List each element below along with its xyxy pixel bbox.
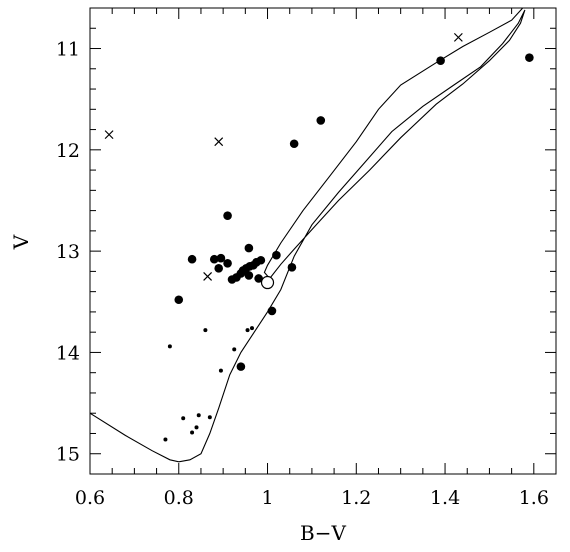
data-point-large (287, 263, 297, 272)
data-point-small (207, 415, 212, 420)
data-point-large (254, 274, 263, 283)
data-point-small (203, 328, 208, 333)
y-axis-label: V (9, 234, 33, 250)
data-point-large (436, 56, 445, 65)
y-tick-label: 11 (56, 39, 80, 61)
x-axis-label: B−V (300, 521, 346, 545)
data-point-small (196, 413, 201, 418)
data-point-large (289, 139, 299, 149)
data-point-small (249, 326, 254, 331)
data-point-large (216, 253, 226, 263)
x-tick-label: 0.6 (75, 487, 105, 509)
isochrone-line (89, 7, 526, 463)
data-point-large (316, 116, 326, 125)
data-point-small (245, 328, 250, 333)
data-point-large (244, 243, 254, 253)
data-point-large (187, 254, 197, 264)
data-point-large (223, 211, 232, 220)
data-point-large (244, 271, 254, 280)
point-layer (104, 32, 534, 442)
plot-frame (89, 7, 557, 475)
x-tick-label: 1.2 (341, 487, 371, 509)
data-point-small (190, 430, 195, 435)
isochrone-layer (89, 7, 526, 463)
data-point-large (174, 295, 184, 305)
data-point-small (163, 437, 168, 442)
data-point-large (236, 362, 246, 371)
x-tick-label: 1.4 (430, 487, 460, 509)
data-point-large (267, 306, 277, 316)
y-tick-label: 14 (56, 342, 80, 364)
y-tick-label: 12 (56, 140, 80, 162)
data-point-small (194, 425, 199, 430)
y-tick-label: 13 (56, 241, 80, 263)
data-point-large (525, 53, 534, 62)
data-point-large (272, 250, 281, 260)
data-point-cross (104, 130, 114, 140)
data-point-small (218, 368, 223, 373)
data-point-large (209, 254, 219, 264)
data-point-large (223, 258, 232, 268)
data-point-cross (203, 272, 213, 281)
x-tick-label: 0.8 (164, 487, 194, 509)
data-point-cross (214, 137, 224, 147)
data-point-cross (453, 32, 463, 42)
tick-layer: 0.6 0.8 1 1.2 1.4 1.6 11 12 13 14 15 (56, 7, 557, 509)
data-point-large (214, 264, 224, 273)
data-point-small (181, 416, 186, 421)
data-point-large (256, 255, 266, 265)
y-tick-label: 15 (56, 444, 80, 466)
x-tick-label: 1 (261, 487, 273, 509)
data-point-open-circle (260, 275, 275, 290)
data-point-small (167, 344, 172, 349)
x-tick-label: 1.6 (519, 487, 549, 509)
data-point-small (232, 347, 237, 352)
